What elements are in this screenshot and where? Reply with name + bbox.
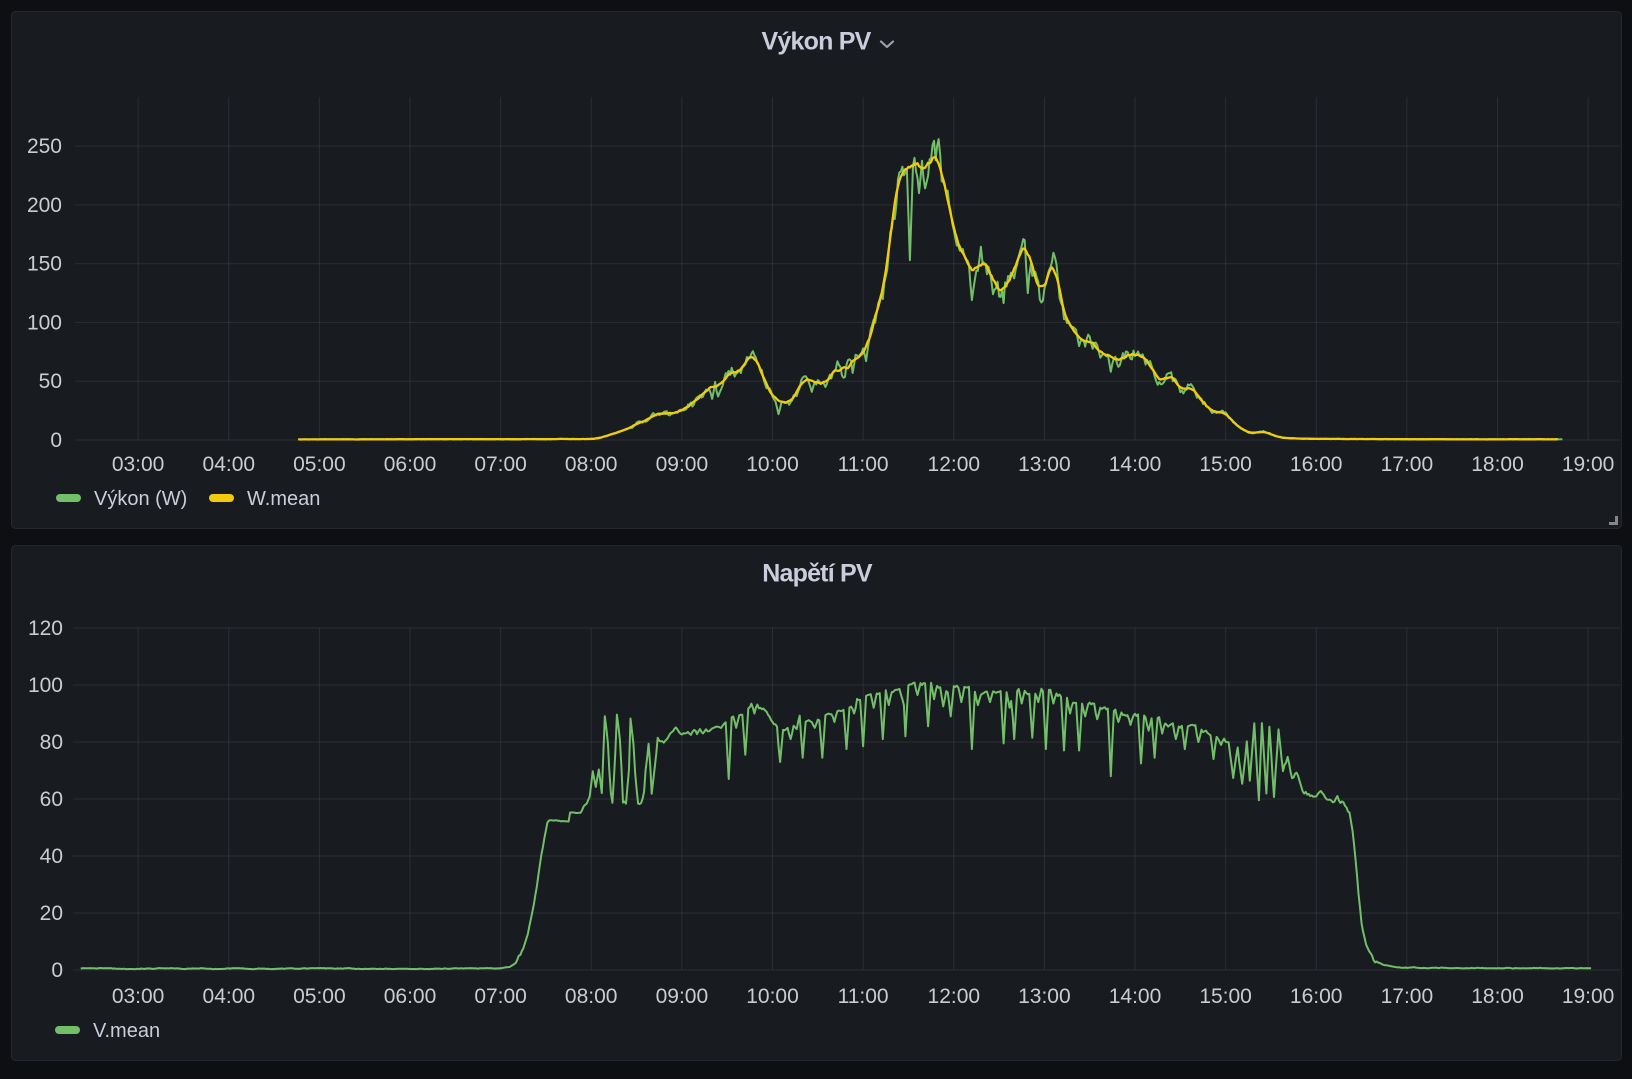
svg-text:50: 50	[39, 370, 62, 393]
svg-text:14:00: 14:00	[1109, 985, 1162, 1008]
svg-text:Výkon (W): Výkon (W)	[94, 488, 187, 510]
svg-text:09:00: 09:00	[656, 985, 709, 1008]
svg-text:04:00: 04:00	[203, 453, 256, 476]
svg-text:06:00: 06:00	[384, 453, 437, 476]
svg-text:06:00: 06:00	[384, 985, 437, 1008]
svg-text:13:00: 13:00	[1018, 453, 1071, 476]
svg-text:08:00: 08:00	[565, 985, 618, 1008]
svg-text:14:00: 14:00	[1109, 453, 1162, 476]
svg-text:W.mean: W.mean	[247, 488, 320, 510]
svg-text:03:00: 03:00	[112, 453, 165, 476]
svg-text:40: 40	[40, 845, 63, 868]
svg-text:200: 200	[27, 194, 62, 217]
svg-text:13:00: 13:00	[1018, 985, 1071, 1008]
svg-text:0: 0	[51, 959, 63, 982]
svg-text:05:00: 05:00	[293, 453, 346, 476]
svg-text:07:00: 07:00	[474, 453, 527, 476]
svg-text:150: 150	[27, 253, 62, 276]
svg-text:V.mean: V.mean	[93, 1020, 160, 1042]
svg-text:60: 60	[40, 788, 63, 811]
svg-text:04:00: 04:00	[203, 985, 256, 1008]
svg-text:120: 120	[28, 617, 63, 640]
svg-text:16:00: 16:00	[1290, 985, 1343, 1008]
svg-text:10:00: 10:00	[746, 985, 799, 1008]
svg-text:16:00: 16:00	[1290, 453, 1343, 476]
svg-text:100: 100	[27, 311, 62, 334]
svg-text:10:00: 10:00	[746, 453, 799, 476]
svg-text:11:00: 11:00	[838, 985, 889, 1008]
svg-text:0: 0	[50, 429, 62, 452]
svg-text:17:00: 17:00	[1381, 985, 1434, 1008]
svg-text:11:00: 11:00	[838, 453, 889, 476]
svg-text:15:00: 15:00	[1199, 985, 1252, 1008]
svg-text:Výkon PV: Výkon PV	[762, 28, 872, 56]
svg-text:100: 100	[28, 674, 63, 697]
svg-text:15:00: 15:00	[1199, 453, 1252, 476]
svg-text:07:00: 07:00	[474, 985, 527, 1008]
svg-text:18:00: 18:00	[1471, 453, 1524, 476]
svg-text:17:00: 17:00	[1381, 453, 1434, 476]
svg-text:19:00: 19:00	[1562, 453, 1615, 476]
svg-text:80: 80	[40, 731, 63, 754]
svg-text:09:00: 09:00	[656, 453, 709, 476]
svg-text:08:00: 08:00	[565, 453, 618, 476]
svg-text:20: 20	[40, 902, 63, 925]
svg-text:12:00: 12:00	[928, 453, 981, 476]
svg-text:03:00: 03:00	[112, 985, 165, 1008]
svg-text:19:00: 19:00	[1562, 985, 1615, 1008]
svg-text:12:00: 12:00	[928, 985, 981, 1008]
svg-text:05:00: 05:00	[293, 985, 346, 1008]
svg-text:250: 250	[27, 135, 62, 158]
svg-text:Napětí PV: Napětí PV	[762, 560, 873, 588]
svg-text:18:00: 18:00	[1471, 985, 1524, 1008]
